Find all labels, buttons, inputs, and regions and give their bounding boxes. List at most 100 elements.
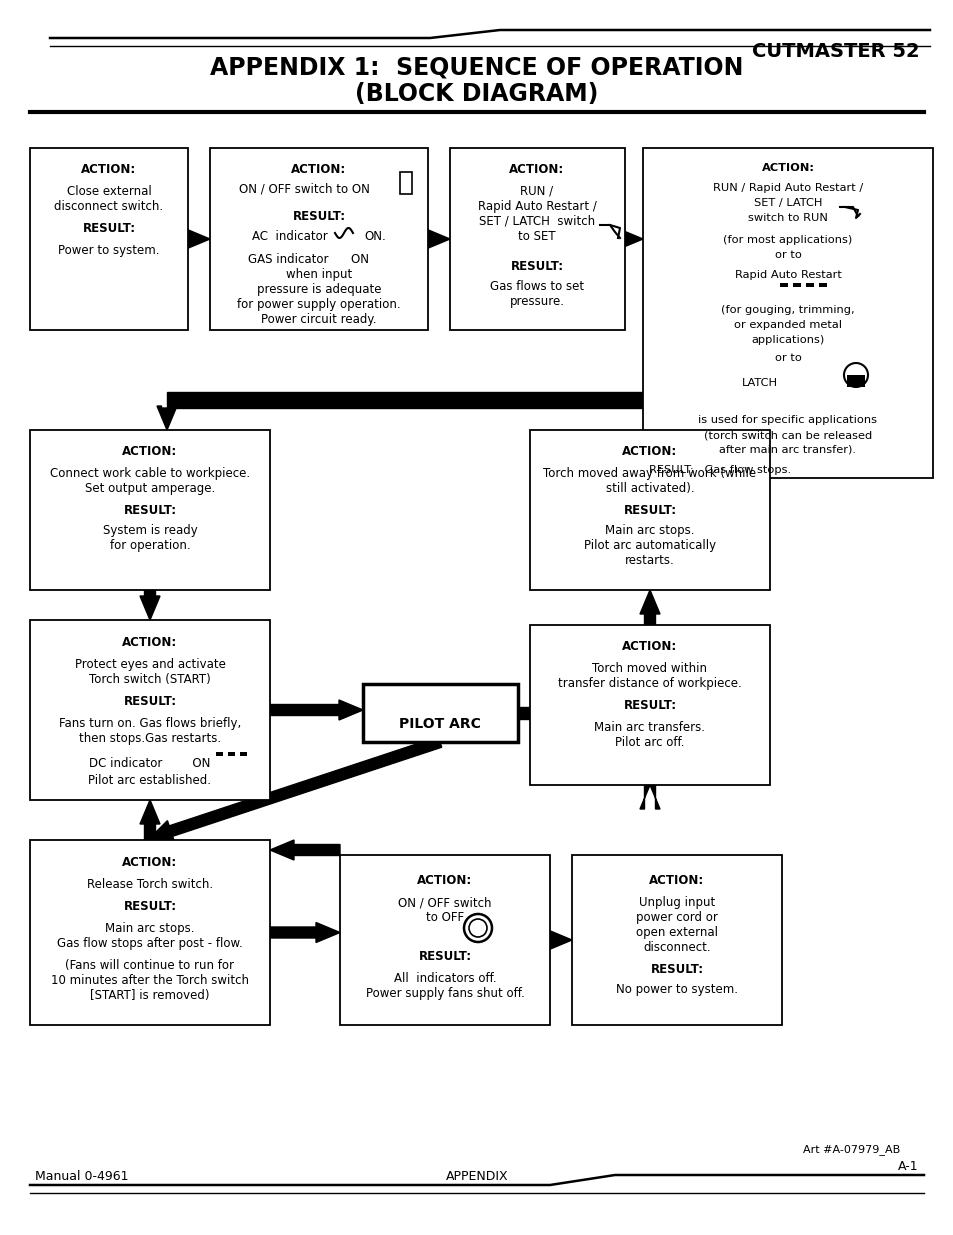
- Bar: [450, 148, 624, 330]
- Bar: [399, 172, 412, 194]
- Bar: [572, 855, 781, 1025]
- Text: Gas flow stops after post - flow.: Gas flow stops after post - flow.: [57, 937, 243, 950]
- Text: or expanded metal: or expanded metal: [733, 320, 841, 330]
- Text: ACTION:: ACTION:: [122, 856, 177, 869]
- Text: Pilot arc established.: Pilot arc established.: [89, 774, 212, 787]
- Text: Set output amperage.: Set output amperage.: [85, 482, 214, 495]
- Polygon shape: [618, 228, 642, 249]
- Text: restarts.: restarts.: [624, 555, 674, 567]
- Text: (BLOCK DIAGRAM): (BLOCK DIAGRAM): [355, 82, 598, 106]
- Text: Close external: Close external: [67, 185, 152, 198]
- Bar: [530, 430, 769, 590]
- Text: RESULT:   Gas flow stops.: RESULT: Gas flow stops.: [648, 466, 790, 475]
- Polygon shape: [547, 930, 572, 950]
- Polygon shape: [639, 713, 659, 809]
- Text: All  indicators off.: All indicators off.: [394, 972, 496, 986]
- Text: when input: when input: [286, 268, 352, 282]
- Polygon shape: [140, 800, 160, 840]
- Text: RESULT:: RESULT:: [510, 261, 563, 273]
- Text: Rapid Auto Restart /: Rapid Auto Restart /: [477, 200, 596, 212]
- Text: (for gouging, trimming,: (for gouging, trimming,: [720, 305, 854, 315]
- Text: ACTION:: ACTION:: [760, 163, 814, 173]
- Text: then stops.Gas restarts.: then stops.Gas restarts.: [79, 732, 221, 745]
- Text: GAS indicator      ON: GAS indicator ON: [248, 253, 369, 266]
- Text: Manual 0-4961: Manual 0-4961: [35, 1170, 129, 1183]
- Text: Main arc stops.: Main arc stops.: [604, 524, 694, 537]
- Text: (torch switch can be released: (torch switch can be released: [703, 430, 871, 440]
- Bar: [530, 625, 769, 785]
- Polygon shape: [150, 737, 441, 841]
- Bar: [363, 684, 517, 742]
- Text: disconnect switch.: disconnect switch.: [54, 200, 163, 212]
- Text: SET / LATCH: SET / LATCH: [753, 198, 821, 207]
- Text: Unplug input: Unplug input: [639, 897, 715, 909]
- Text: Protect eyes and activate: Protect eyes and activate: [74, 658, 225, 671]
- Text: ACTION:: ACTION:: [621, 640, 677, 653]
- Text: ACTION:: ACTION:: [291, 163, 346, 177]
- Bar: [805, 283, 813, 287]
- Text: CUTMASTER 52: CUTMASTER 52: [752, 42, 919, 61]
- Text: Power circuit ready.: Power circuit ready.: [261, 312, 376, 326]
- Bar: [642, 148, 932, 478]
- Text: ACTION:: ACTION:: [416, 874, 472, 887]
- Text: RESULT:: RESULT:: [650, 963, 702, 976]
- Text: RESULT:: RESULT:: [82, 222, 135, 235]
- Bar: [339, 855, 550, 1025]
- Bar: [30, 430, 270, 590]
- Text: applications): applications): [751, 335, 823, 345]
- Text: Torch moved within: Torch moved within: [592, 662, 707, 676]
- Text: No power to system.: No power to system.: [616, 983, 738, 995]
- Text: RESULT:: RESULT:: [622, 699, 676, 713]
- Polygon shape: [639, 430, 659, 504]
- Text: Release Torch switch.: Release Torch switch.: [87, 878, 213, 890]
- Text: Power to system.: Power to system.: [58, 245, 159, 257]
- Text: A-1: A-1: [898, 1160, 918, 1173]
- Text: for operation.: for operation.: [110, 538, 190, 552]
- Text: ON / OFF switch to ON: ON / OFF switch to ON: [238, 183, 369, 196]
- Text: still activated).: still activated).: [605, 482, 694, 495]
- Text: switch to RUN: switch to RUN: [747, 212, 827, 224]
- Text: Pilot arc off.: Pilot arc off.: [615, 736, 684, 748]
- Text: Rapid Auto Restart: Rapid Auto Restart: [734, 270, 841, 280]
- Text: Fans turn on. Gas flows briefly,: Fans turn on. Gas flows briefly,: [59, 718, 241, 730]
- Text: or to: or to: [774, 353, 801, 363]
- Polygon shape: [157, 406, 177, 430]
- Text: ON / OFF switch: ON / OFF switch: [397, 897, 491, 909]
- Text: DC indicator        ON: DC indicator ON: [90, 757, 211, 769]
- Bar: [30, 620, 270, 800]
- Bar: [30, 840, 270, 1025]
- Text: ACTION:: ACTION:: [122, 445, 177, 458]
- Text: ON.: ON.: [364, 230, 385, 243]
- Text: RESULT:: RESULT:: [123, 695, 176, 708]
- Bar: [228, 752, 234, 756]
- Text: RESULT:: RESULT:: [622, 504, 676, 517]
- Text: for power supply operation.: for power supply operation.: [237, 298, 400, 311]
- Text: Main arc transfers.: Main arc transfers.: [594, 721, 705, 734]
- Polygon shape: [186, 228, 210, 249]
- Text: RUN /: RUN /: [520, 185, 553, 198]
- Text: RESULT:: RESULT:: [293, 210, 345, 224]
- Text: Torch moved away from work (while: Torch moved away from work (while: [543, 467, 756, 480]
- Text: AC  indicator: AC indicator: [252, 230, 328, 243]
- Text: pressure.: pressure.: [509, 295, 564, 308]
- Text: ACTION:: ACTION:: [649, 874, 704, 887]
- Bar: [780, 283, 787, 287]
- Text: Pilot arc automatically: Pilot arc automatically: [583, 538, 716, 552]
- Text: APPENDIX 1:  SEQUENCE OF OPERATION: APPENDIX 1: SEQUENCE OF OPERATION: [210, 56, 743, 79]
- Bar: [792, 283, 801, 287]
- Text: transfer distance of workpiece.: transfer distance of workpiece.: [558, 677, 741, 690]
- Text: (Fans will continue to run for: (Fans will continue to run for: [66, 960, 234, 972]
- Text: Power supply fans shut off.: Power supply fans shut off.: [365, 987, 524, 1000]
- Text: RUN / Rapid Auto Restart /: RUN / Rapid Auto Restart /: [712, 183, 862, 193]
- Polygon shape: [639, 590, 659, 625]
- Polygon shape: [426, 228, 450, 249]
- Text: RESULT:: RESULT:: [123, 900, 176, 913]
- Bar: [240, 752, 247, 756]
- Polygon shape: [270, 840, 339, 860]
- Bar: [846, 375, 864, 387]
- Bar: [215, 752, 223, 756]
- Text: Art #A-07979_AB: Art #A-07979_AB: [801, 1144, 899, 1155]
- Text: ACTION:: ACTION:: [122, 636, 177, 650]
- Text: to SET: to SET: [517, 230, 556, 243]
- Text: (for most applications): (for most applications): [722, 235, 852, 245]
